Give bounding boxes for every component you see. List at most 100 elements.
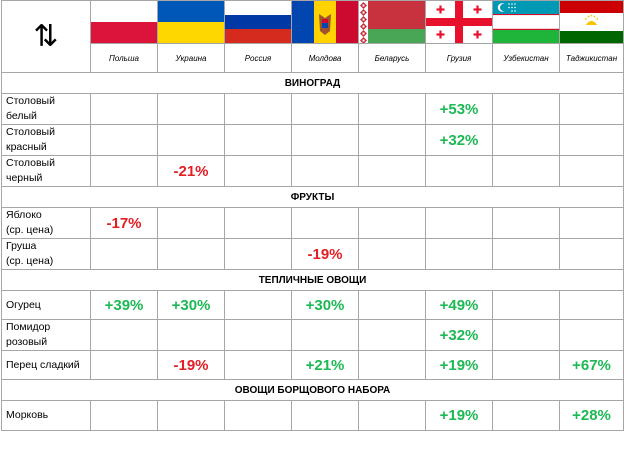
value-cell: -19% — [157, 350, 225, 380]
product-label-line: Перец сладкий — [6, 358, 80, 371]
value-cell — [492, 290, 560, 320]
product-label-line: розовый — [6, 336, 48, 348]
value-cell — [291, 400, 359, 431]
section-header-row: ВИНОГРАД — [1, 72, 624, 94]
flag-cell — [559, 0, 624, 44]
moldova-flag — [292, 1, 358, 43]
product-label-line: красный — [6, 141, 47, 153]
country-name: Беларусь — [358, 43, 426, 73]
value-cell: -21% — [157, 155, 225, 187]
ukraine-flag — [158, 1, 224, 43]
table-row: Перец сладкий -19% +21% +19% +67% — [1, 350, 624, 380]
table-row: Столовый красный +32% — [1, 124, 624, 156]
value-cell — [224, 238, 292, 270]
value-cell — [358, 238, 426, 270]
value-cell — [157, 207, 225, 239]
product-label: Яблоко (ср. цена) — [1, 207, 91, 239]
value-cell — [425, 238, 493, 270]
product-label: Столовый белый — [1, 93, 91, 125]
flag-cell — [291, 0, 359, 44]
value-cell — [358, 124, 426, 156]
value-cell: -19% — [291, 238, 359, 270]
flag-cell — [358, 0, 426, 44]
table-row: Морковь +19% +28% — [1, 400, 624, 431]
country-name: Польша — [90, 43, 158, 73]
table-row: Столовый белый +53% — [1, 93, 624, 125]
uzbekistan-flag — [493, 1, 559, 43]
table-row: Столовый черный -21% — [1, 155, 624, 187]
sort-cell[interactable]: ⇅ — [1, 0, 91, 73]
flag-cell — [224, 0, 292, 44]
value-cell — [559, 124, 624, 156]
value-cell — [224, 124, 292, 156]
section-header-row: ФРУКТЫ — [1, 186, 624, 208]
country-name-row: Польша Украина Россия Молдова Беларусь Грузия… — [2, 43, 624, 73]
flag-cell — [425, 0, 493, 44]
section-header-row: ОВОЩИ БОРЩОВОГО НАБОРА — [1, 379, 624, 401]
country-name: Узбекистан — [492, 43, 560, 73]
product-label: Морковь — [1, 400, 91, 431]
value-cell: +32% — [425, 319, 493, 351]
value-cell — [90, 238, 158, 270]
value-cell — [224, 155, 292, 187]
value-cell — [492, 350, 560, 380]
value-cell — [90, 350, 158, 380]
value-cell — [224, 93, 292, 125]
value-cell — [358, 207, 426, 239]
value-cell — [224, 350, 292, 380]
country-name: Грузия — [425, 43, 493, 73]
product-label-line: Яблоко — [6, 209, 42, 221]
value-cell — [492, 319, 560, 351]
flag-cell — [90, 0, 158, 44]
russia-flag — [225, 1, 291, 43]
product-label-line: Морковь — [6, 409, 49, 421]
value-cell — [157, 238, 225, 270]
belarus-flag — [359, 1, 425, 43]
product-label-line: (ср. цена) — [6, 255, 54, 267]
table-row: Груша (ср. цена) -19% — [1, 238, 624, 270]
value-cell: +21% — [291, 350, 359, 380]
table-row: Помидор розовый +32% — [1, 319, 624, 351]
product-label: Помидор розовый — [1, 319, 91, 351]
value-cell — [559, 155, 624, 187]
value-cell — [90, 93, 158, 125]
value-cell: +67% — [559, 350, 624, 380]
table-row: Огурец +39% +30% +30% +49% — [1, 290, 624, 320]
value-cell — [157, 400, 225, 431]
value-cell — [559, 290, 624, 320]
product-label-line: Груша — [6, 240, 37, 252]
value-cell — [358, 319, 426, 351]
georgia-flag — [426, 1, 492, 43]
product-label-line: черный — [6, 172, 43, 184]
product-label: Столовый красный — [1, 124, 91, 156]
value-cell — [157, 319, 225, 351]
value-cell — [492, 93, 560, 125]
flag-cell — [492, 0, 560, 44]
product-label-line: Столовый — [6, 95, 55, 107]
section-header-row: ТЕПЛИЧНЫЕ ОВОЩИ — [1, 269, 624, 291]
product-label-line: Огурец — [6, 298, 41, 311]
product-label-line: Столовый — [6, 126, 55, 138]
value-cell — [291, 155, 359, 187]
product-label: Груша (ср. цена) — [1, 238, 91, 270]
product-label: Огурец — [1, 290, 91, 320]
flag-cell — [157, 0, 225, 44]
value-cell: +32% — [425, 124, 493, 156]
value-cell: +39% — [90, 290, 158, 320]
value-cell: +28% — [559, 400, 624, 431]
value-cell: +30% — [157, 290, 225, 320]
section-title: ВИНОГРАД — [1, 72, 624, 94]
value-cell — [559, 93, 624, 125]
value-cell — [492, 207, 560, 239]
table-row: Яблоко (ср. цена) -17% — [1, 207, 624, 239]
value-cell: +53% — [425, 93, 493, 125]
sort-arrows-icon[interactable]: ⇅ — [33, 18, 59, 54]
value-cell — [224, 290, 292, 320]
value-cell — [291, 207, 359, 239]
value-cell — [559, 207, 624, 239]
product-label: Перец сладкий — [1, 350, 91, 380]
value-cell: -17% — [90, 207, 158, 239]
value-cell — [224, 400, 292, 431]
value-cell — [358, 93, 426, 125]
